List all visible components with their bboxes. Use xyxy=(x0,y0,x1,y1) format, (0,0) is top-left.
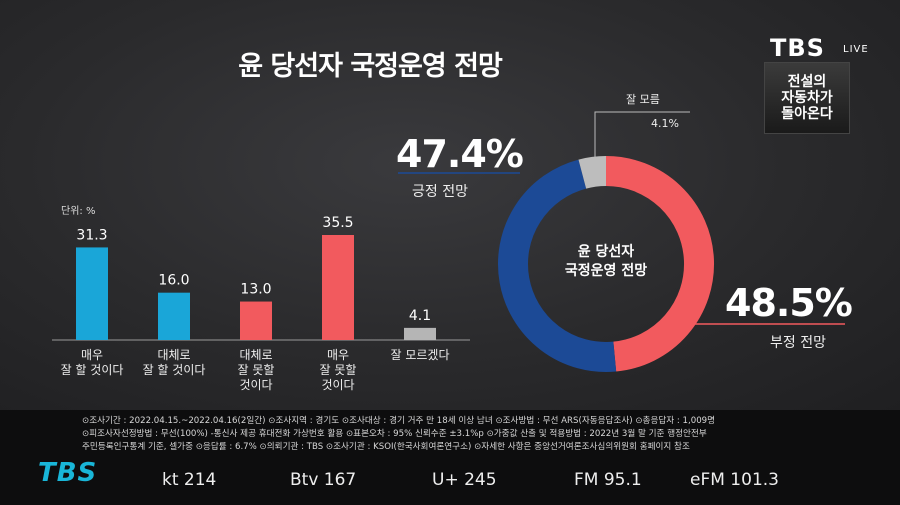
bar-category-label: 잘 모르겠다 xyxy=(390,348,449,362)
unknown-percent: 4.1% xyxy=(651,117,679,130)
bar xyxy=(240,301,272,340)
bar-value-label: 13.0 xyxy=(240,282,271,298)
survey-notes: ⊙조사기간 : 2022.04.15.~2022.04.16(2일간) ⊙조사지… xyxy=(82,415,852,454)
unit-label: 단위: % xyxy=(61,206,96,217)
note-line: ⊙피조사자선정방법 : 무선(100%) -통신사 제공 휴대전화 가상번호 활… xyxy=(82,429,707,439)
bar xyxy=(76,247,108,340)
negative-percent: 48.5% xyxy=(725,281,853,325)
unknown-leader-line xyxy=(594,111,690,157)
bar-value-label: 4.1 xyxy=(409,308,431,324)
bar xyxy=(322,235,354,340)
note-line: 주민등록인구통계 기준, 셀가중 ⊙응답률 : 6.7% ⊙의뢰기관 : TBS… xyxy=(82,442,690,452)
note-line: ⊙조사기간 : 2022.04.15.~2022.04.16(2일간) ⊙조사지… xyxy=(82,416,716,426)
channel-efm: eFM 101.3 xyxy=(690,470,779,490)
channel-uplus: U+ 245 xyxy=(432,470,497,490)
background xyxy=(0,0,900,410)
bar-category-label: 매우 잘 못할 것이다 xyxy=(320,348,357,392)
positive-percent: 47.4% xyxy=(396,132,524,176)
channel-kt: kt 214 xyxy=(162,470,217,490)
bar-value-label: 35.5 xyxy=(322,215,353,231)
live-label: LIVE xyxy=(843,44,869,55)
bar xyxy=(158,292,190,340)
bar-chart: 31.3 매우 잘 할 것이다 16.0 대체로 잘 할 것이다 13.0 대체로 잘 못할 것이… xyxy=(52,215,470,392)
donut-slice xyxy=(605,156,714,372)
donut-center-label: 윤 당선자 국정운영 전망 xyxy=(564,244,648,279)
donut-slice xyxy=(498,159,617,372)
positive-label: 긍정 전망 xyxy=(412,184,468,200)
tbs-logo: TBS xyxy=(770,34,825,62)
bar-value-label: 31.3 xyxy=(76,227,107,243)
promo-box: 전설의 자동차가 돌아온다 xyxy=(764,62,850,134)
donut-slice xyxy=(578,156,607,189)
donut-chart xyxy=(398,111,845,372)
bar-category-label: 대체로 잘 못할 것이다 xyxy=(238,348,275,392)
bar xyxy=(404,327,436,340)
promo-text: 전설의 자동차가 돌아온다 xyxy=(781,74,833,122)
negative-label: 부정 전망 xyxy=(770,335,826,351)
channel-fm: FM 95.1 xyxy=(574,470,642,490)
tbs-bottom-logo: TBS xyxy=(38,458,98,488)
unknown-label: 잘 모름 xyxy=(626,93,660,106)
bar-category-label: 매우 잘 할 것이다 xyxy=(61,348,124,377)
channel-btv: Btv 167 xyxy=(290,470,357,490)
bar-value-label: 16.0 xyxy=(158,273,189,289)
chart-title: 윤 당선자 국정운영 전망 xyxy=(238,51,503,82)
bar-category-label: 대체로 잘 할 것이다 xyxy=(143,348,206,377)
footer-bar xyxy=(0,410,900,505)
